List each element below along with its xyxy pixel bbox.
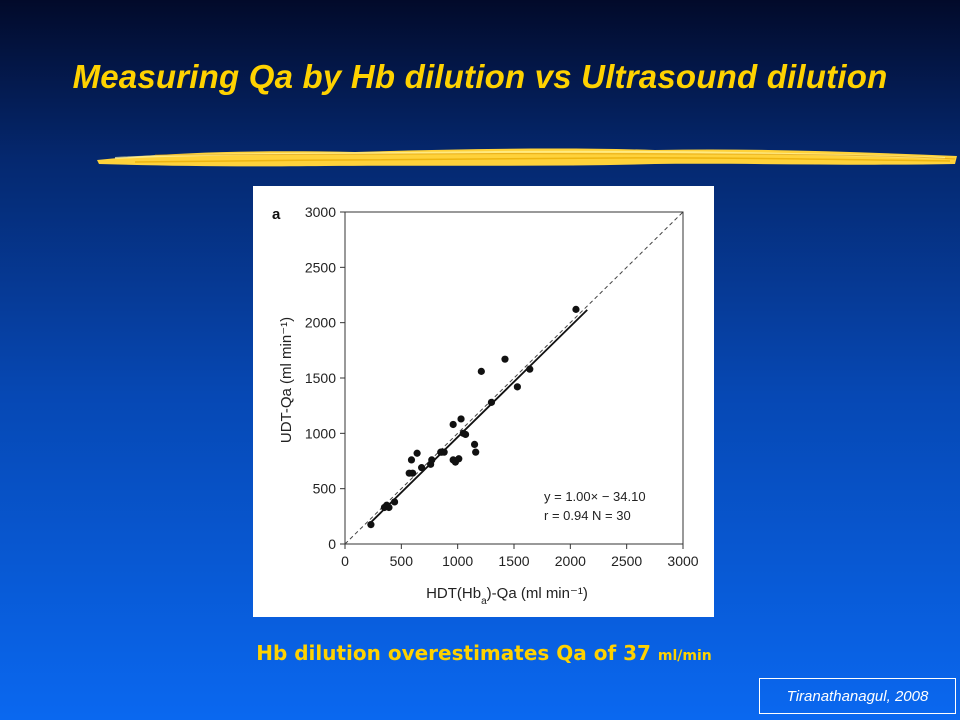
x-tick-label: 500 [390, 553, 414, 569]
y-tick-label: 1500 [305, 370, 336, 386]
data-point [461, 430, 470, 439]
data-point [407, 456, 416, 464]
scatter-plot: a 0 500 1000 1500 2000 2500 3000 0 500 1000 1500 20… [272, 204, 699, 607]
data-point [413, 449, 421, 457]
data-point [472, 448, 480, 456]
data-point [428, 456, 436, 464]
regression-equation: y = 1.00× − 34.10 [544, 489, 646, 504]
x-tick-label: 1000 [442, 553, 473, 569]
data-point [470, 440, 479, 448]
data-point [390, 498, 399, 506]
data-point [409, 469, 417, 477]
correlation-stats: r = 0.94 N = 30 [544, 508, 631, 523]
y-tick-label: 1000 [305, 425, 336, 441]
data-point [526, 365, 534, 373]
x-axis-title: HDT(Hba)-Qa (ml min⁻¹) [426, 585, 588, 607]
data-point [449, 420, 457, 429]
identity-line [344, 211, 684, 545]
x-tick-label: 1500 [498, 553, 529, 569]
panel-label: a [272, 206, 281, 223]
data-point [438, 448, 446, 456]
y-tick-label: 3000 [305, 204, 336, 220]
x-tick-label: 3000 [667, 553, 698, 569]
x-tick-label: 0 [341, 553, 349, 569]
y-tick-label: 0 [328, 536, 336, 552]
yellow-brush-stroke [97, 148, 957, 167]
regression-line [370, 309, 588, 523]
data-point [477, 367, 485, 375]
data-point [572, 305, 580, 313]
data-point [513, 383, 521, 391]
slide-title: Measuring Qa by Hb dilution vs Ultrasoun… [72, 58, 888, 95]
citation-box: Tiranathanagul, 2008 [759, 678, 956, 714]
y-axis-title: UDT-Qa (ml min⁻¹) [278, 317, 295, 443]
y-tick-label: 500 [313, 481, 337, 497]
x-tick-label: 2500 [611, 553, 642, 569]
data-point [455, 455, 463, 463]
x-tick-label: 2000 [555, 553, 586, 569]
data-point [367, 521, 375, 529]
caption-text: Hb dilution overestimates Qa of 37 [256, 641, 658, 665]
caption-unit: ml/min [657, 648, 712, 664]
chart-figure: a 0 500 1000 1500 2000 2500 3000 0 500 1000 1500 20… [253, 186, 714, 617]
data-point [418, 464, 426, 472]
data-point [487, 398, 496, 406]
data-point [385, 503, 393, 512]
data-point [457, 415, 465, 423]
y-tick-label: 2000 [305, 315, 336, 331]
data-point [501, 355, 509, 363]
y-tick-label: 2500 [305, 259, 336, 275]
slide-caption: Hb dilution overestimates Qa of 37 ml/mi… [0, 641, 960, 665]
